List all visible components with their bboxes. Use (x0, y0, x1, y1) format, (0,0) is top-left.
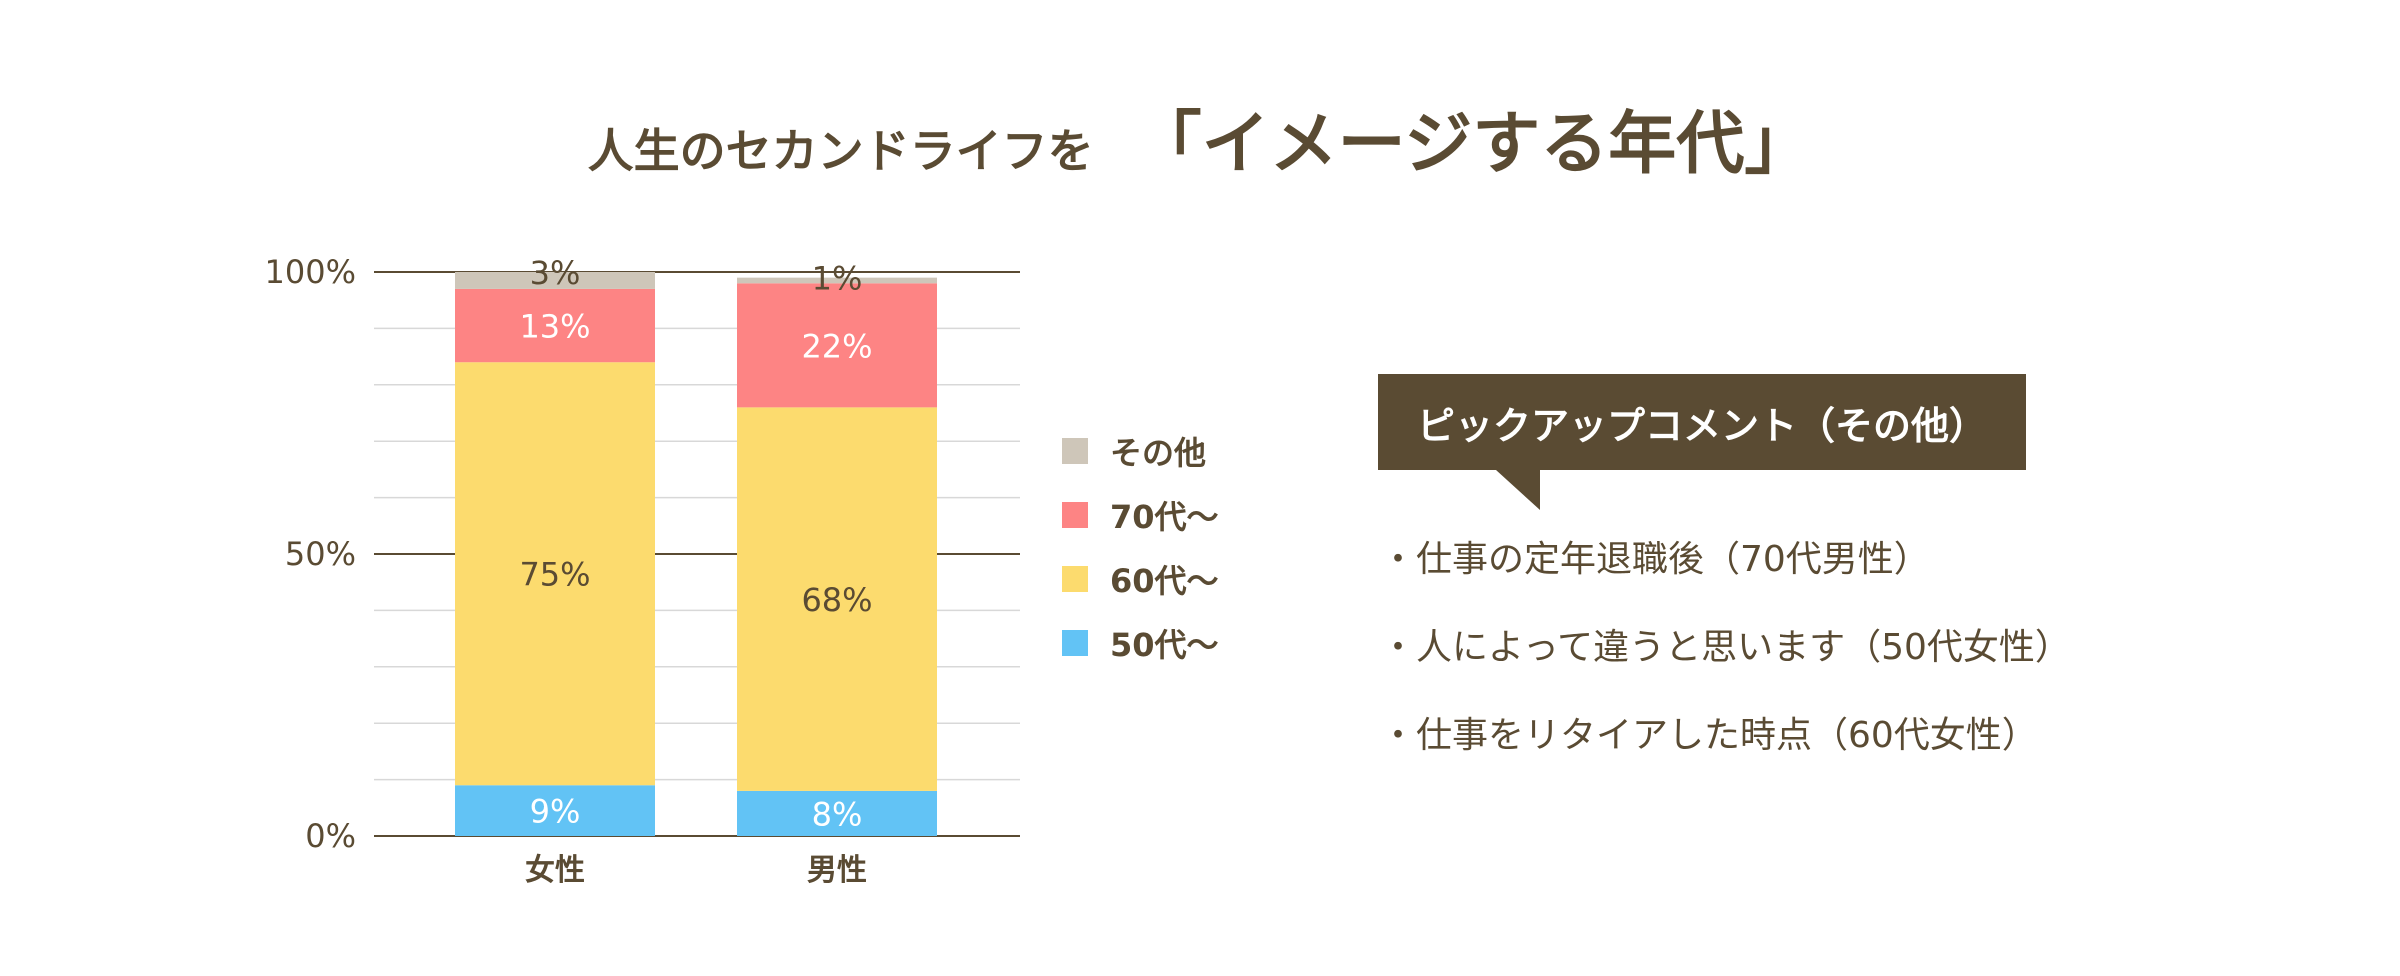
bar-segment (455, 362, 655, 786)
pickup-comment: ・仕事の定年退職後（70代男性） (1380, 539, 1930, 580)
title-emphasis: 「イメージする年代」 (1133, 105, 1813, 184)
pickup-comment: ・人によって違うと思います（50代女性） (1380, 627, 2071, 668)
title-lead: 人生のセカンドライフを (587, 124, 1094, 178)
category-label: 女性 (525, 853, 585, 888)
data-label: 75% (519, 556, 590, 594)
bar-segment (737, 407, 937, 791)
legend-swatch-other (1062, 438, 1088, 464)
bar-segment (455, 288, 655, 363)
legend-swatch-60s (1062, 566, 1088, 592)
chart-title: 人生のセカンドライフを 「イメージする年代」 (0, 88, 2400, 187)
data-label: 3% (530, 254, 581, 292)
legend-item-60s: 60代〜 (1062, 562, 1219, 600)
data-label: 22% (801, 327, 872, 365)
data-label: 8% (812, 795, 863, 833)
bar-segment (737, 277, 937, 284)
legend-item-50s: 50代〜 (1062, 626, 1219, 664)
legend-item-other: その他 (1062, 434, 1219, 472)
pickup-comment-list: ・仕事の定年退職後（70代男性） ・人によって違うと思います（50代女性） ・仕… (1380, 536, 2071, 800)
legend-label-50s: 50代〜 (1110, 626, 1219, 664)
legend-swatch-50s (1062, 630, 1088, 656)
chart-legend: その他 70代〜 60代〜 50代〜 (1062, 434, 1219, 692)
data-label: 1% (812, 260, 863, 298)
y-tick-label: 0% (305, 817, 356, 855)
pickup-heading: ピックアップコメント（その他） (1416, 403, 1987, 448)
legend-item-70s: 70代〜 (1062, 498, 1219, 536)
pickup-comment: ・仕事をリタイアした時点（60代女性） (1380, 715, 2038, 756)
data-label: 68% (801, 581, 872, 619)
bar-segment (455, 785, 655, 836)
bar-segment (737, 790, 937, 836)
category-label: 男性 (807, 853, 867, 888)
legend-swatch-70s (1062, 502, 1088, 528)
bar-segment (737, 283, 937, 408)
data-label: 9% (530, 793, 581, 831)
legend-label-other: その他 (1110, 434, 1207, 472)
data-label: 13% (519, 308, 590, 346)
y-tick-label: 50% (285, 535, 356, 573)
y-tick-label: 100% (265, 253, 356, 291)
speech-bubble-tail (1496, 470, 1540, 510)
bar-segment (455, 272, 655, 289)
pickup-heading-box: ピックアップコメント（その他） (1378, 374, 2026, 470)
legend-label-70s: 70代〜 (1110, 498, 1219, 536)
legend-label-60s: 60代〜 (1110, 562, 1219, 600)
stacked-bar-chart: 0% 50% 100% 9% 75% 13% 3% 女性 8% 68% 22% 1% 男性 (265, 253, 1020, 888)
